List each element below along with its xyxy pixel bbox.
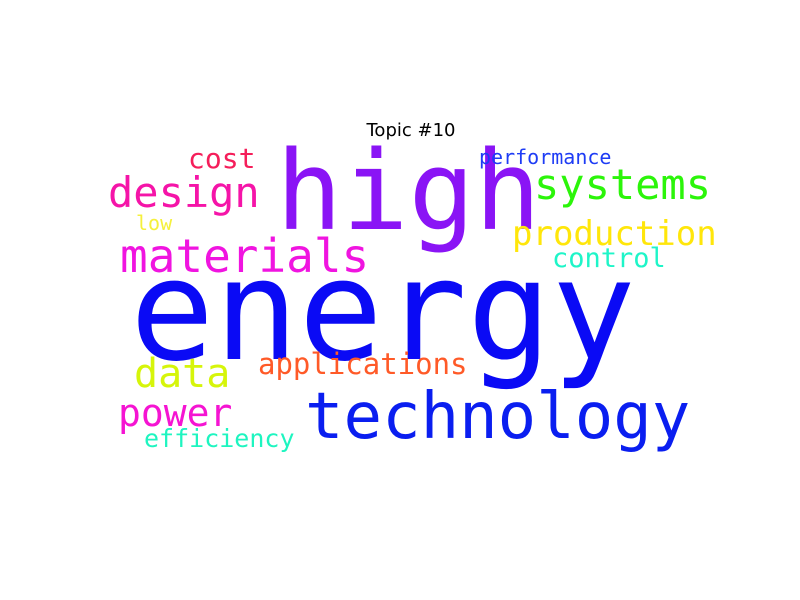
word-energy: energy (130, 230, 636, 393)
word-cost: cost (188, 142, 256, 175)
word-data: data (134, 351, 231, 397)
topic-title: Topic #10 (366, 120, 456, 141)
word-high: high (276, 127, 541, 255)
word-production: production (512, 214, 717, 254)
word-power: power (118, 391, 233, 435)
word-low: low (136, 211, 173, 235)
word-design: design (108, 168, 260, 217)
word-systems: systems (534, 160, 712, 209)
word-applications: applications (258, 347, 468, 381)
word-performance: performance (479, 145, 612, 169)
word-control: control (552, 243, 666, 274)
word-materials: materials (120, 229, 370, 283)
word-technology: technology (305, 380, 691, 454)
word-efficiency: efficiency (144, 424, 295, 453)
